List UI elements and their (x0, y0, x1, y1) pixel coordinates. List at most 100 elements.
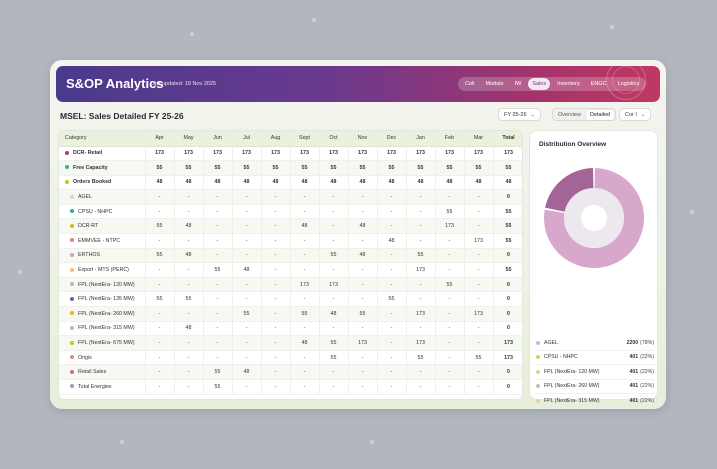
row-total-cell: 0 (493, 291, 522, 308)
column-header-jul[interactable]: Jul (232, 131, 262, 147)
table-cell: - (203, 335, 233, 351)
table-cell: 173 (319, 146, 349, 162)
nav-tab-inventory[interactable]: Inventory (557, 81, 580, 87)
table-row[interactable]: FPL (NextEra- 135 MW) 55 55- - - - - -55- - -0 (59, 291, 522, 308)
table-cell: - (145, 379, 175, 395)
legend-item[interactable]: AGEL 2200 (78%) (536, 336, 654, 351)
table-cell: - (145, 204, 175, 220)
column-header-mar[interactable]: Mar (464, 131, 494, 147)
table-row[interactable]: DCR- Retail 173 173 173 173 173 173 173 173 173 17… (59, 146, 522, 162)
legend-percent: (22%) (640, 354, 654, 361)
table-cell: 55 (145, 218, 175, 235)
column-header-jan[interactable]: Jan (406, 131, 436, 147)
table-row[interactable]: Retail Sales - -55 48- - - - - - - -0 (59, 364, 522, 380)
legend-item[interactable]: CPSU - NHPC 401 (22%) (536, 351, 654, 365)
table-cell: 55 (319, 335, 349, 351)
row-label: DCR-RT (78, 223, 99, 230)
table-cell: - (319, 364, 349, 380)
row-label: CPSU - NHPC (78, 208, 113, 215)
donut-segment-minor (544, 168, 644, 268)
table-cell: - (406, 189, 436, 205)
table-cell: - (464, 277, 494, 293)
table-row[interactable]: Export - MTS (PERC) - -55 48- - - - -173- -55 (59, 262, 522, 278)
column-header-feb[interactable]: Feb (435, 131, 465, 147)
nav-tab-module[interactable]: Module (485, 81, 504, 87)
nav-tab-engc[interactable]: ENGC (590, 81, 607, 87)
table-cell: - (377, 277, 407, 293)
table-cell: - (290, 262, 320, 278)
table-cell: 48 (290, 335, 320, 351)
app-header: S&OP Analytics Last updated: 18 Nov 2025… (56, 66, 660, 102)
column-header-category: Category (59, 131, 146, 147)
last-updated: Last updated: 18 Nov 2025 (150, 81, 217, 87)
table-cell: - (464, 248, 494, 264)
table-cell: - (232, 321, 262, 337)
table-row[interactable]: Origis - - - - - -55- -55-55 173 (59, 350, 522, 366)
table-cell: - (232, 189, 262, 205)
column-header-aug[interactable]: Aug (261, 131, 291, 147)
legend-item[interactable]: FPL (NextEra- 260 MW) 401 (22%) (536, 380, 654, 394)
table-cell: 55 (290, 160, 320, 176)
table-cell: 55 (377, 160, 407, 176)
table-row[interactable]: AGEL - - - - - - - - - - - -0 (59, 189, 522, 205)
table-cell: - (348, 262, 378, 278)
column-header-apr[interactable]: Apr (145, 131, 175, 147)
distribution-card: Distribution Overview AGEL 2200 (78%) CPSU … (529, 130, 658, 409)
table-row[interactable]: FPL (NextEra- 120 MW) - - - - -173 173- - -55-0 (59, 277, 522, 293)
table-row[interactable]: FPL (NextEra- 675 MW) - - - - -48 55 173-173- -1… (59, 335, 522, 351)
table-row[interactable]: EMMVEE - NTPC - - - - - - - -48- -173 55 (59, 233, 522, 249)
table-cell: 48 (377, 175, 407, 191)
nav-tab-logistics[interactable]: Logistics (617, 81, 639, 87)
detailed-toggle-button[interactable]: Detailed (585, 109, 615, 120)
unit-select[interactable]: Cor I ⌄ (619, 108, 652, 121)
row-label: ERTHOS (78, 252, 100, 259)
table-cell: - (348, 350, 378, 366)
table-row[interactable]: FPL (NextEra- 260 MW) - - -55-55 48 55-173-17… (59, 306, 522, 322)
table-cell: - (377, 218, 407, 235)
category-dot-icon (70, 223, 74, 228)
legend-item[interactable]: FPL (NextEra- 315 MW) 401 (22%) (536, 394, 654, 409)
row-label: Orders Booked (73, 179, 112, 186)
header-decoration (612, 66, 640, 94)
row-total-cell: 173 (493, 146, 522, 162)
legend-item[interactable]: FPL (NextEra- 120 MW) 401 (22%) (536, 365, 654, 380)
legend-percent: (78%) (640, 339, 654, 346)
app-title: S&OP Analytics (66, 76, 164, 91)
table-row[interactable]: FPL (NextEra- 315 MW) -48- - - - - - - - - -0 (59, 321, 522, 337)
fy-select[interactable]: FY 25-26 ⌄ (498, 108, 541, 121)
category-dot-icon (70, 384, 74, 389)
table-row[interactable]: DCR-RT 55 48- - -48-48- -173-55 (59, 218, 522, 235)
nav-tab-iw[interactable]: IW (514, 81, 522, 87)
table-cell: - (406, 218, 436, 235)
table-row[interactable]: Total Energies - -55- - - - - - - - -0 (59, 379, 522, 395)
table-cell: - (203, 204, 233, 220)
table-cell: 55 (348, 160, 378, 176)
column-header-may[interactable]: May (174, 131, 204, 147)
nav-tab-coli[interactable]: Coli (465, 81, 475, 87)
column-header-nov[interactable]: Nov (348, 131, 378, 147)
table-row[interactable]: Free Capacity 55 55 55 55 55 55 55 55 55 55 55 55 55 (59, 160, 522, 176)
table-row[interactable]: Orders Booked 48 48 48 48 48 48 48 48 48 48 48 48 48 (59, 175, 522, 191)
table-cell: - (377, 306, 407, 322)
chevron-down-icon: ⌄ (640, 111, 646, 118)
table-cell: 55 (145, 160, 175, 176)
table-cell: 48 (435, 175, 465, 191)
nav-tab-sales[interactable]: Sales (528, 78, 551, 90)
table-row[interactable]: CPSU - NHPC - - - - - - - - - -55-55 (59, 204, 522, 220)
column-header-total[interactable]: Total (493, 131, 522, 147)
row-label: FPL (NextEra- 135 MW) (78, 296, 135, 303)
legend-item[interactable]: FPL (NextEra- 675 MW)401(22%) (536, 409, 654, 410)
row-category-cell: CPSU - NHPC (59, 204, 146, 220)
column-header-jun[interactable]: Jun (203, 131, 233, 147)
table-cell: - (348, 189, 378, 205)
legend-label: FPL (NextEra- 260 MW) (544, 383, 600, 390)
column-header-oct[interactable]: Oct (319, 131, 349, 147)
category-dot-icon (70, 369, 74, 374)
table-cell: - (348, 291, 378, 308)
table-cell: - (174, 364, 204, 380)
overview-toggle-button[interactable]: Overview (558, 111, 581, 118)
column-header-sept[interactable]: Sept (290, 131, 320, 147)
column-header-dec[interactable]: Dec (377, 131, 407, 147)
category-dot-icon (70, 194, 74, 199)
table-row[interactable]: ERTHOS 55 48- - - -55 48-55- -0 (59, 248, 522, 264)
